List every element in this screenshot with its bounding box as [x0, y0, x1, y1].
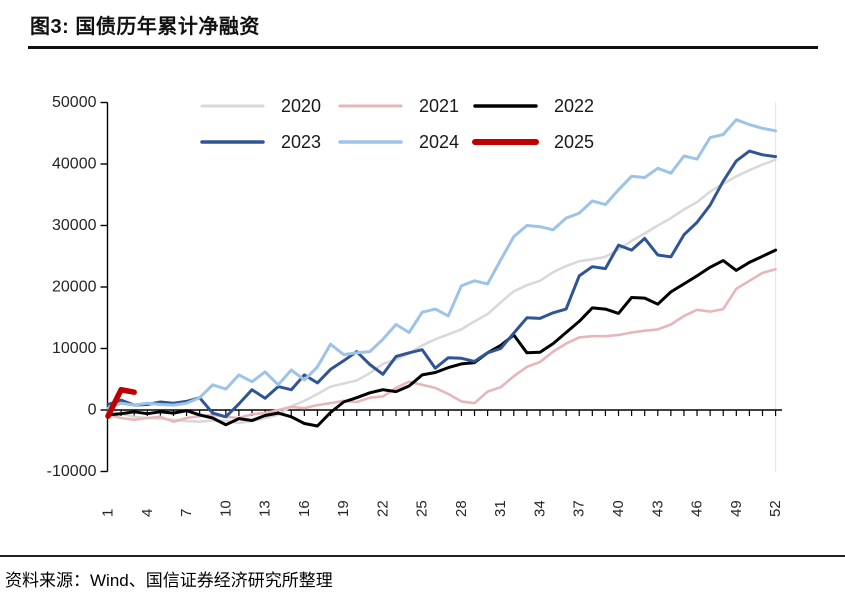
x-tick-label: 46: [689, 500, 706, 517]
x-tick-label: 40: [610, 500, 627, 517]
series-line-2025: [105, 386, 137, 419]
x-tick-label: 10: [217, 500, 234, 517]
y-tick-label: 10000: [52, 340, 97, 357]
y-tick-label: 0: [88, 402, 97, 419]
y-tick-label: 20000: [52, 279, 97, 296]
x-tick-label: 52: [767, 500, 784, 517]
x-tick-label: 4: [139, 509, 156, 517]
series-line-2022: [106, 248, 778, 428]
series-line-2021: [106, 267, 777, 424]
x-tick-label: 49: [728, 500, 745, 517]
x-tick-label: 28: [453, 500, 470, 517]
series-line-2024: [106, 118, 778, 410]
x-tick-label: 7: [178, 509, 195, 517]
legend-item-2025: 2025: [472, 132, 594, 152]
x-tick-label: 19: [335, 500, 352, 517]
line-chart: -10000 0 10000 20000 30000 40000 50000 1 4 7 10 13 1…: [47, 94, 784, 517]
y-tick-label: 50000: [52, 94, 97, 111]
legend-label-2022: 2022: [554, 96, 594, 116]
y-tick-label: -10000: [47, 463, 97, 480]
footer-divider: [0, 555, 845, 557]
legend-label-2020: 2020: [281, 96, 321, 116]
legend-label-2021: 2021: [419, 96, 459, 116]
x-tick-label: 13: [257, 500, 274, 517]
x-tick-label: 37: [571, 500, 588, 517]
y-tick-label: 30000: [52, 217, 97, 234]
series-line-2023: [106, 149, 778, 419]
chart-area: -10000 0 10000 20000 30000 40000 50000 1 4 7 10 13 1…: [0, 55, 845, 552]
x-tick-label: 1: [100, 509, 117, 517]
source-note: 资料来源：Wind、国信证券经济研究所整理: [5, 571, 333, 590]
x-tick-label: 16: [296, 500, 313, 517]
x-tick-label: 31: [492, 500, 509, 517]
legend-item-2022: 2022: [473, 96, 594, 116]
legend-item-2021: 2021: [338, 96, 459, 116]
legend-item-2023: 2023: [200, 132, 321, 152]
series-line-2020: [106, 158, 777, 425]
legend-item-2024: 2024: [338, 132, 459, 152]
x-tick-label: 34: [531, 500, 548, 517]
x-tick-label: 22: [374, 500, 391, 517]
legend-label-2025: 2025: [554, 132, 594, 152]
x-tick-label: 25: [414, 500, 431, 517]
y-tick-label: 40000: [52, 156, 97, 173]
chart-title: 图3: 国债历年累计净融资: [30, 16, 260, 38]
x-tick-label: 43: [649, 500, 666, 517]
title-divider: [28, 46, 818, 49]
legend-label-2024: 2024: [419, 132, 459, 152]
legend-item-2020: 2020: [200, 96, 321, 116]
legend-label-2023: 2023: [281, 132, 321, 152]
